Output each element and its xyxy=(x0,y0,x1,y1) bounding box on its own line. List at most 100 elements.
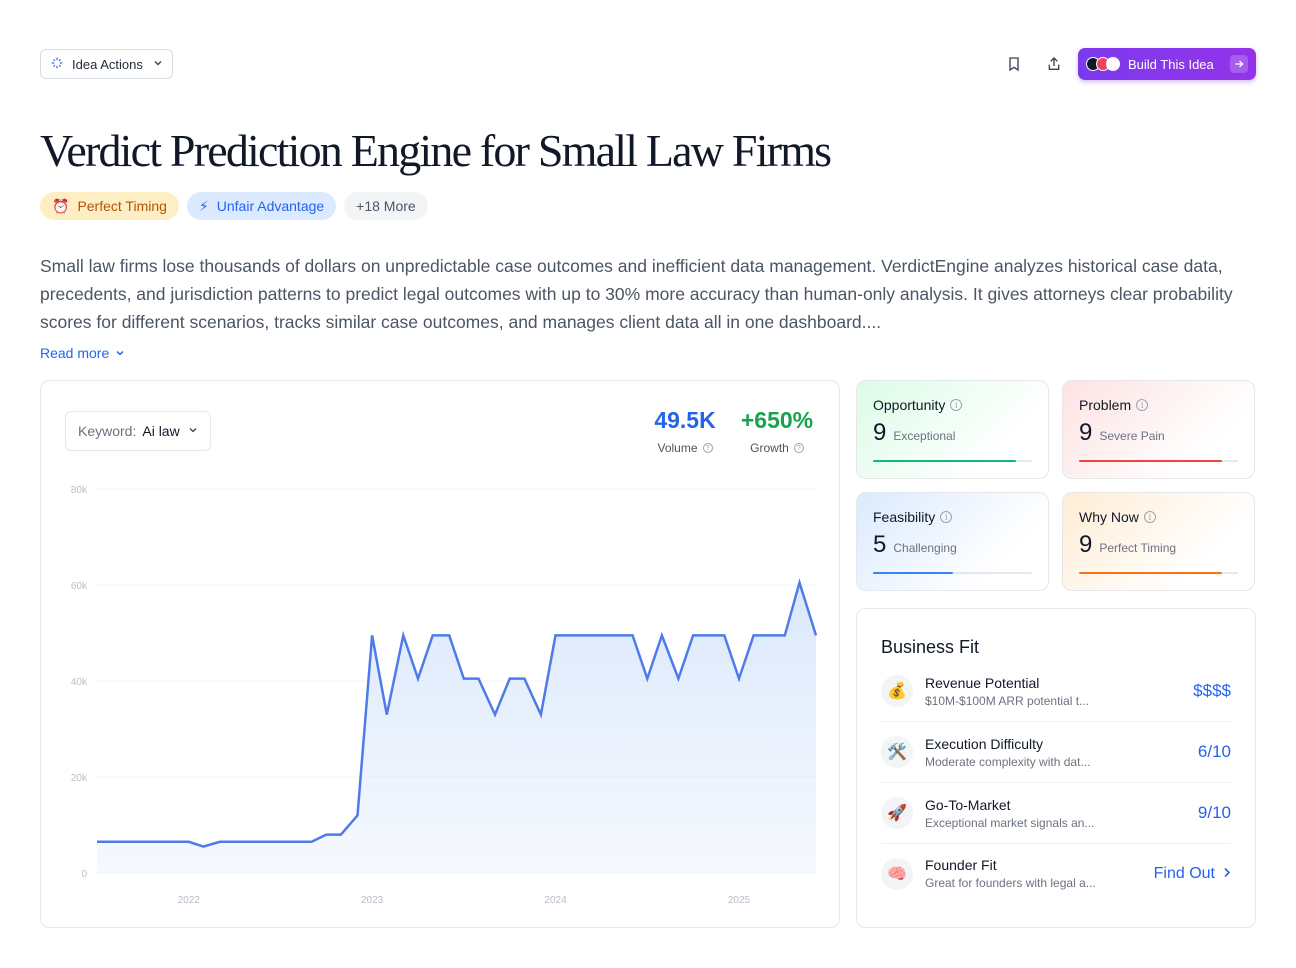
score-label: Exceptional xyxy=(893,429,956,443)
row-subtitle: Exceptional market signals an... xyxy=(925,815,1095,830)
arrow-right-icon xyxy=(1230,55,1248,73)
row-value: 9/10 xyxy=(1197,803,1231,822)
find-out-link[interactable]: Find Out xyxy=(1154,865,1231,883)
alarm-clock-icon: ⏰ xyxy=(52,197,70,214)
row-value: Find Out xyxy=(1153,864,1215,882)
trend-line xyxy=(97,578,818,848)
tag-perfect-timing[interactable]: ⏰ Perfect Timing xyxy=(40,192,179,220)
idea-description: Small law firms lose thousands of dollar… xyxy=(40,256,1233,332)
tag-list: ⏰ Perfect Timing ⚡ Unfair Advantage +18 … xyxy=(40,192,428,220)
row-name: Revenue Potential xyxy=(925,674,1040,691)
volume-label: Volume xyxy=(657,441,698,455)
score-card-opportunity[interactable]: Opportunity i 9 Exceptional xyxy=(856,380,1049,479)
score-card-problem[interactable]: Problem i 9 Severe Pain xyxy=(1062,380,1255,479)
trend-area xyxy=(97,582,816,873)
x-tick-label: 2023 xyxy=(361,895,384,906)
info-icon[interactable]: i xyxy=(1136,399,1149,411)
x-tick-label: 2022 xyxy=(178,895,201,906)
read-more-link[interactable]: Read more xyxy=(40,345,125,361)
score-value: 5 xyxy=(873,531,887,558)
brain-icon: 🧠 xyxy=(881,857,913,890)
row-subtitle: $10M-$100M ARR potential t... xyxy=(925,693,1090,708)
row-subtitle: Great for founders with legal a... xyxy=(925,876,1096,890)
x-tick-label: 2024 xyxy=(544,895,567,906)
score-title: Problem xyxy=(1079,397,1132,413)
tag-unfair-advantage[interactable]: ⚡ Unfair Advantage xyxy=(186,192,337,220)
info-icon[interactable]: i xyxy=(950,399,963,411)
tools-icon: 🛠️ xyxy=(881,736,913,768)
rocket-icon: 🚀 xyxy=(881,797,913,829)
x-tick-label: 2025 xyxy=(728,895,751,906)
score-title: Opportunity xyxy=(873,397,946,413)
row-value: 6/10 xyxy=(1197,742,1231,761)
score-progress-fill xyxy=(1079,460,1223,462)
score-progress-fill xyxy=(873,460,1017,462)
row-subtitle: Moderate complexity with dat... xyxy=(925,754,1091,769)
score-title: Feasibility xyxy=(873,509,936,525)
growth-value: +650% xyxy=(740,407,814,433)
keyword-select[interactable]: Keyword: Ai law xyxy=(65,411,211,451)
tag-more-button[interactable]: +18 More xyxy=(344,192,428,220)
y-tick-label: 20k xyxy=(71,773,88,784)
business-fit-row-go-to-market[interactable]: 🚀 Go-To-Market Exceptional market signal… xyxy=(881,783,1231,844)
build-label: Build This Idea xyxy=(1128,56,1214,72)
avatar-group xyxy=(1086,57,1120,71)
sparkle-icon xyxy=(50,56,64,73)
score-title: Why Now xyxy=(1079,509,1139,525)
score-label: Severe Pain xyxy=(1099,429,1165,443)
keyword-label: Keyword: xyxy=(78,423,137,439)
money-bag-icon: 💰 xyxy=(881,675,913,707)
share-icon[interactable] xyxy=(1042,52,1066,76)
lightning-icon: ⚡ xyxy=(198,197,209,214)
chevron-right-icon xyxy=(1223,865,1231,883)
business-fit-row-revenue[interactable]: 💰 Revenue Potential $10M-$100M ARR poten… xyxy=(881,661,1231,722)
help-icon[interactable]: ? xyxy=(793,443,804,453)
y-tick-label: 80k xyxy=(71,485,88,496)
row-name: Go-To-Market xyxy=(925,796,1011,813)
info-icon[interactable]: i xyxy=(940,511,953,523)
chevron-down-icon xyxy=(188,425,198,438)
tag-label: +18 More xyxy=(356,198,416,214)
score-progress-track xyxy=(873,460,1032,462)
score-value: 9 xyxy=(1079,531,1093,558)
info-icon[interactable]: i xyxy=(1143,511,1156,523)
volume-value: 49.5K xyxy=(654,407,716,433)
tag-label: Unfair Advantage xyxy=(216,198,325,214)
business-fit-row-execution[interactable]: 🛠️ Execution Difficulty Moderate complex… xyxy=(881,722,1231,783)
business-fit-title: Business Fit xyxy=(881,637,980,657)
row-value: $$$$ xyxy=(1193,681,1231,700)
help-icon[interactable]: ? xyxy=(702,443,713,453)
score-value: 9 xyxy=(873,419,887,446)
y-tick-label: 40k xyxy=(71,677,88,688)
business-fit-row-founder-fit[interactable]: 🧠 Founder Fit Great for founders with le… xyxy=(881,843,1231,904)
score-label: Challenging xyxy=(893,541,957,555)
page-title: Verdict Prediction Engine for Small Law … xyxy=(40,125,832,176)
y-tick-label: 0 xyxy=(81,869,87,880)
score-value: 9 xyxy=(1079,419,1093,446)
keyword-value: Ai law xyxy=(142,423,180,439)
idea-actions-button[interactable]: Idea Actions xyxy=(40,49,173,79)
build-this-idea-button[interactable]: Build This Idea xyxy=(1078,48,1256,80)
idea-actions-label: Idea Actions xyxy=(72,56,143,72)
score-card-why-now[interactable]: Why Now i 9 Perfect Timing xyxy=(1062,492,1255,591)
trend-chart: 0 20k 40k 60k 80k 2022 2023 2024 2025 xyxy=(71,485,818,906)
growth-label: Growth xyxy=(750,441,789,455)
score-label: Perfect Timing xyxy=(1099,541,1177,555)
trend-chart-card: 0 20k 40k 60k 80k 2022 2023 2024 2025 Keyword: A… xyxy=(40,380,840,928)
read-more-label: Read more xyxy=(40,345,110,361)
score-progress-track xyxy=(1079,460,1238,462)
row-name: Execution Difficulty xyxy=(925,735,1044,752)
row-name: Founder Fit xyxy=(925,857,997,873)
y-tick-label: 60k xyxy=(71,581,88,592)
volume-metric: 49.5K Volume? xyxy=(647,407,723,455)
score-card-feasibility[interactable]: Feasibility i 5 Challenging xyxy=(856,492,1049,591)
business-fit-card: Business Fit 💰 Revenue Potential $10M-$1… xyxy=(856,608,1256,928)
growth-metric: +650% Growth? xyxy=(737,407,817,455)
chevron-down-icon xyxy=(153,58,163,71)
bookmark-icon[interactable] xyxy=(1002,52,1026,76)
score-progress-track xyxy=(1079,572,1238,574)
score-progress-fill xyxy=(1079,572,1223,574)
score-progress-track xyxy=(873,572,1032,574)
tag-label: Perfect Timing xyxy=(77,198,167,214)
score-progress-fill xyxy=(873,572,953,574)
